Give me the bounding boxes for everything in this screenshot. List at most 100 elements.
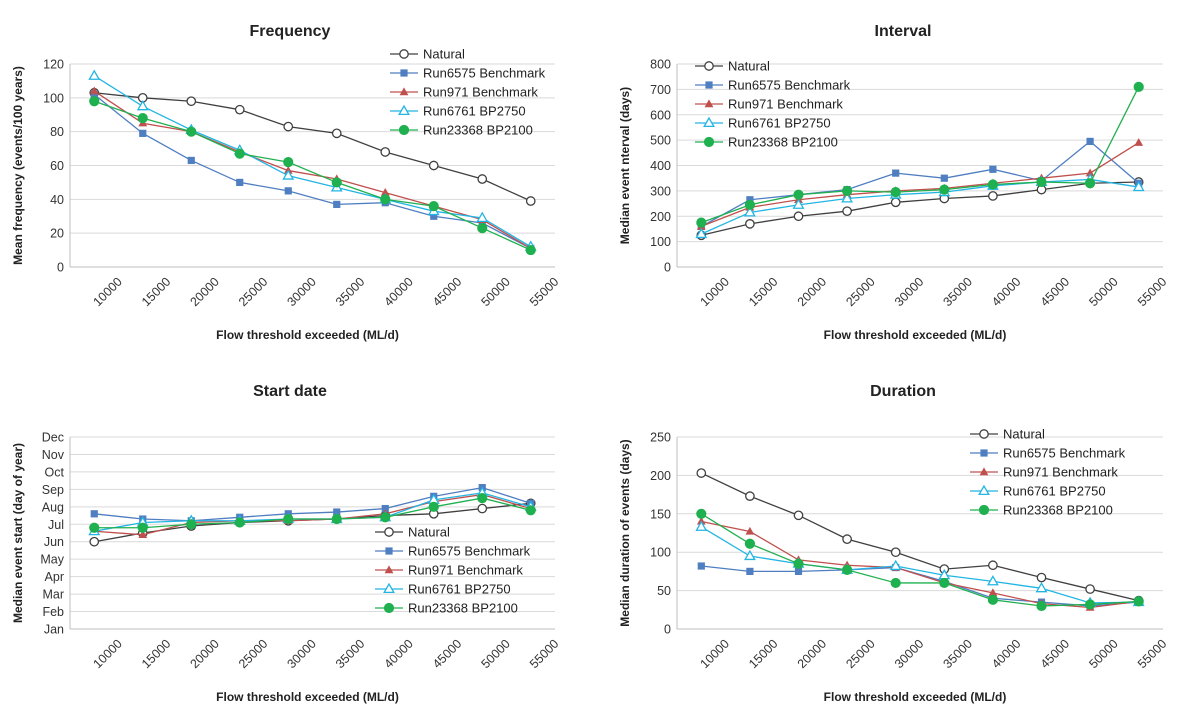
legend-marker (383, 582, 395, 594)
x-tick-label: 50000 (1086, 637, 1121, 672)
data-point (1133, 81, 1144, 92)
legend-marker (705, 81, 713, 89)
data-point (137, 522, 148, 533)
x-tick-label: 20000 (795, 275, 830, 310)
data-point (987, 594, 999, 605)
data-point (428, 201, 439, 212)
x-axis-label: Flow threshold exceeded (ML/d) (824, 690, 1007, 704)
legend-entry: Natural (408, 525, 450, 540)
legend: Natural Run6575 Benchmark Run971 Benchmark… (970, 427, 1126, 518)
y-tick-label: Mar (42, 588, 64, 602)
legend-entry: Run6575 Benchmark (423, 66, 546, 81)
data-point (89, 522, 100, 533)
data-point (743, 206, 756, 217)
series-natural (696, 177, 1144, 241)
data-point (1086, 137, 1094, 145)
data-point (988, 588, 998, 597)
y-tick-label: May (40, 553, 64, 567)
series-line (701, 520, 1139, 609)
data-point (525, 505, 536, 516)
x-tick-label: 10000 (698, 275, 733, 310)
x-axis-label: Flow threshold exceeded (ML/d) (216, 690, 399, 704)
data-point (695, 520, 708, 531)
x-tick-label: 50000 (478, 637, 513, 672)
x-tick-label: 30000 (892, 637, 927, 672)
legend-marker (703, 136, 715, 148)
legend-marker (383, 602, 395, 614)
legend-marker (384, 565, 394, 574)
data-point (380, 512, 391, 523)
y-tick-label: 600 (650, 108, 671, 122)
x-tick-label: 40000 (381, 275, 416, 310)
data-point (841, 192, 854, 203)
data-point (283, 157, 294, 168)
data-point (236, 178, 244, 187)
series-line (701, 565, 1139, 607)
data-point (1036, 600, 1047, 612)
data-point (525, 244, 536, 256)
legend-marker (978, 484, 990, 496)
x-tick-label: 30000 (284, 637, 319, 672)
data-point (1035, 581, 1048, 593)
legend-marker (979, 467, 989, 476)
y-tick-label: Oct (45, 465, 65, 479)
data-point (745, 491, 755, 501)
x-tick-label: 25000 (843, 637, 878, 672)
data-point (1085, 584, 1095, 594)
legend-entry: Run971 Benchmark (728, 97, 843, 112)
legend-marker (398, 104, 410, 116)
y-tick-label: 20 (50, 227, 64, 241)
data-point (90, 90, 98, 99)
legend-entry: Run6761 BP2750 (408, 582, 511, 597)
legend: Natural Run6575 Benchmark Run971 Benchmark… (390, 47, 546, 138)
data-point (234, 104, 245, 115)
series-line (701, 142, 1140, 228)
x-tick-label: 40000 (989, 275, 1024, 310)
data-point (89, 536, 100, 547)
series-line (700, 513, 1139, 607)
data-point (1134, 138, 1144, 146)
legend-marker (978, 504, 990, 516)
data-point (331, 128, 342, 139)
data-point (283, 121, 294, 132)
y-tick-label: Feb (42, 605, 64, 619)
series-line (93, 93, 532, 249)
x-tick-label: 55000 (527, 637, 562, 672)
data-point (939, 577, 950, 589)
chart-interval: Interval 0 100 200 300 400 500 600 700 800 10000 15… (618, 23, 1169, 342)
legend-entry: Run23368 BP2100 (1003, 503, 1113, 518)
legend: Natural Run6575 Benchmark Run971 Benchmark… (695, 59, 851, 150)
x-tick-label: 35000 (333, 275, 368, 310)
series-run6761-bp2750 (695, 173, 1145, 239)
series-line (94, 100, 532, 251)
y-axis-label: Mean frequency (events/100 years) (11, 66, 25, 265)
data-point (745, 219, 755, 229)
y-tick-label: 0 (664, 261, 671, 275)
data-point (940, 174, 948, 182)
data-point (186, 96, 197, 107)
data-point (889, 559, 902, 571)
data-point (1085, 168, 1095, 177)
data-point (745, 526, 755, 535)
x-tick-label: 50000 (1086, 275, 1121, 310)
legend-marker (385, 547, 393, 555)
y-tick-label: Sep (42, 483, 64, 497)
data-point (477, 492, 488, 504)
y-axis-label: Median event nterval (days) (618, 87, 632, 244)
data-point (331, 177, 342, 188)
data-point (890, 577, 901, 589)
data-point (988, 191, 998, 201)
legend-entry: Natural (728, 59, 770, 74)
y-tick-label: 250 (650, 431, 671, 445)
data-point (1085, 599, 1096, 610)
data-point (333, 200, 341, 209)
y-tick-label: 50 (657, 584, 671, 598)
legend-entry: Run23368 BP2100 (728, 135, 838, 150)
data-point (428, 160, 439, 171)
data-point (793, 510, 804, 521)
data-point (987, 179, 999, 190)
series-run23368-bp2100 (89, 96, 536, 256)
x-tick-label: 20000 (187, 637, 222, 672)
data-point (743, 549, 756, 561)
